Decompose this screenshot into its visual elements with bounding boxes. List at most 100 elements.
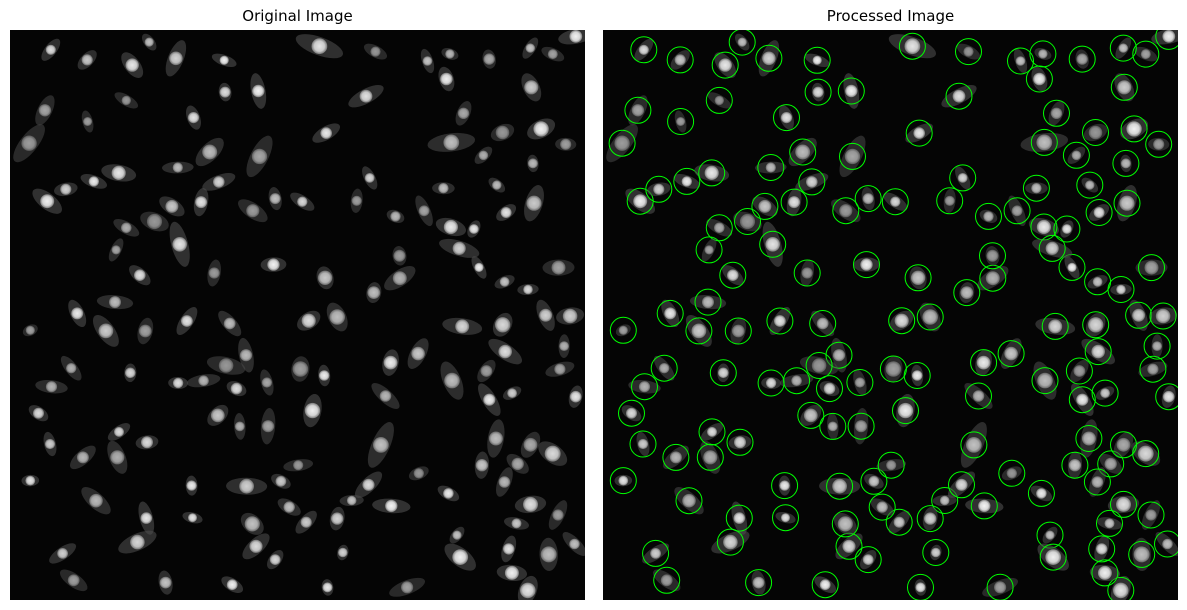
cell [545,361,575,377]
detection-circle [757,154,785,181]
detection-circle [949,164,977,192]
cell [354,471,383,499]
cell-nucleus [723,534,738,550]
cell [804,53,830,67]
cell [1107,495,1140,514]
cell-nucleus [676,117,686,126]
cell-nucleus [1045,549,1062,565]
cell [158,570,173,595]
cell-nucleus [269,554,281,565]
cell-nucleus [523,437,538,452]
cell [1035,317,1076,335]
cell [1081,177,1099,193]
cell [35,95,55,126]
cell-nucleus [140,512,153,524]
cell-nucleus [411,346,425,361]
cell-nucleus [539,308,553,322]
cell-nucleus [569,390,582,403]
cell-nucleus [251,148,268,165]
detection-circle [797,401,825,429]
detection-circle [1062,141,1090,169]
detection-circle [789,138,817,166]
cell-nucleus [806,176,818,188]
cell [642,543,670,564]
cell-nucleus [691,323,707,339]
cell [662,445,689,470]
cell [41,38,61,61]
detection-circle [1003,197,1031,225]
cell [438,66,455,92]
cell-nucleus [146,213,163,230]
cell-nucleus [526,195,542,211]
cell [326,302,348,332]
cell-nucleus [495,125,510,140]
cell [527,154,539,173]
detection-circle [847,412,875,440]
cell-nucleus [1133,546,1150,563]
cell-nucleus [614,135,630,151]
cell [59,569,88,592]
cell [722,265,744,286]
detection-circle [1145,130,1173,158]
cell [853,407,869,445]
detection-circle [1065,357,1093,385]
cell [101,164,137,182]
cell-nucleus [269,193,281,205]
cell-nucleus [38,104,52,117]
cell-nucleus [1162,538,1173,550]
cell [439,238,480,258]
cell [1032,238,1073,258]
cell [839,135,866,178]
cell [964,382,993,410]
detection-circle [1154,530,1178,558]
cell [883,192,908,211]
cell [490,123,515,142]
cell [909,266,927,290]
cell-nucleus [351,195,362,206]
cell [312,123,341,143]
cell-nucleus [633,194,648,209]
cell [670,50,690,70]
cell-nucleus [165,199,179,213]
cell-nucleus [1073,365,1086,377]
detection-circle [711,51,739,79]
cell-nucleus [702,296,714,309]
cell [107,423,131,441]
cell [362,166,378,190]
cell [32,188,63,214]
detection-circle [716,528,744,556]
cell-nucleus [978,499,991,513]
cell-nucleus [540,546,557,563]
cell-nucleus [924,512,937,525]
detection-circle [816,375,843,403]
cell [290,192,315,211]
cell [714,52,737,78]
cell [890,310,914,331]
detection-circle [1038,234,1066,262]
cell-nucleus [373,437,389,453]
cell [1155,532,1178,556]
cell [1060,220,1074,238]
detection-circle [642,539,670,567]
cell [752,196,778,217]
cell [238,199,268,223]
cell-nucleus [109,296,121,309]
cell [717,363,730,383]
detection-circle [1155,30,1178,50]
cell-nucleus [972,390,985,402]
detection-circle [805,352,833,379]
cell-nucleus [862,554,874,565]
cell [316,266,334,290]
detection-circle [1143,332,1171,360]
cell-nucleus [819,579,831,591]
cell [861,187,875,211]
cell [193,188,209,217]
cell [555,137,577,151]
detection-circle [780,188,808,216]
cell-nucleus [1126,121,1142,137]
cell-nucleus [1104,457,1117,471]
cell-nucleus [252,84,265,98]
cell-nucleus [682,493,696,508]
cell [778,475,791,496]
detection-circle [1029,40,1057,68]
